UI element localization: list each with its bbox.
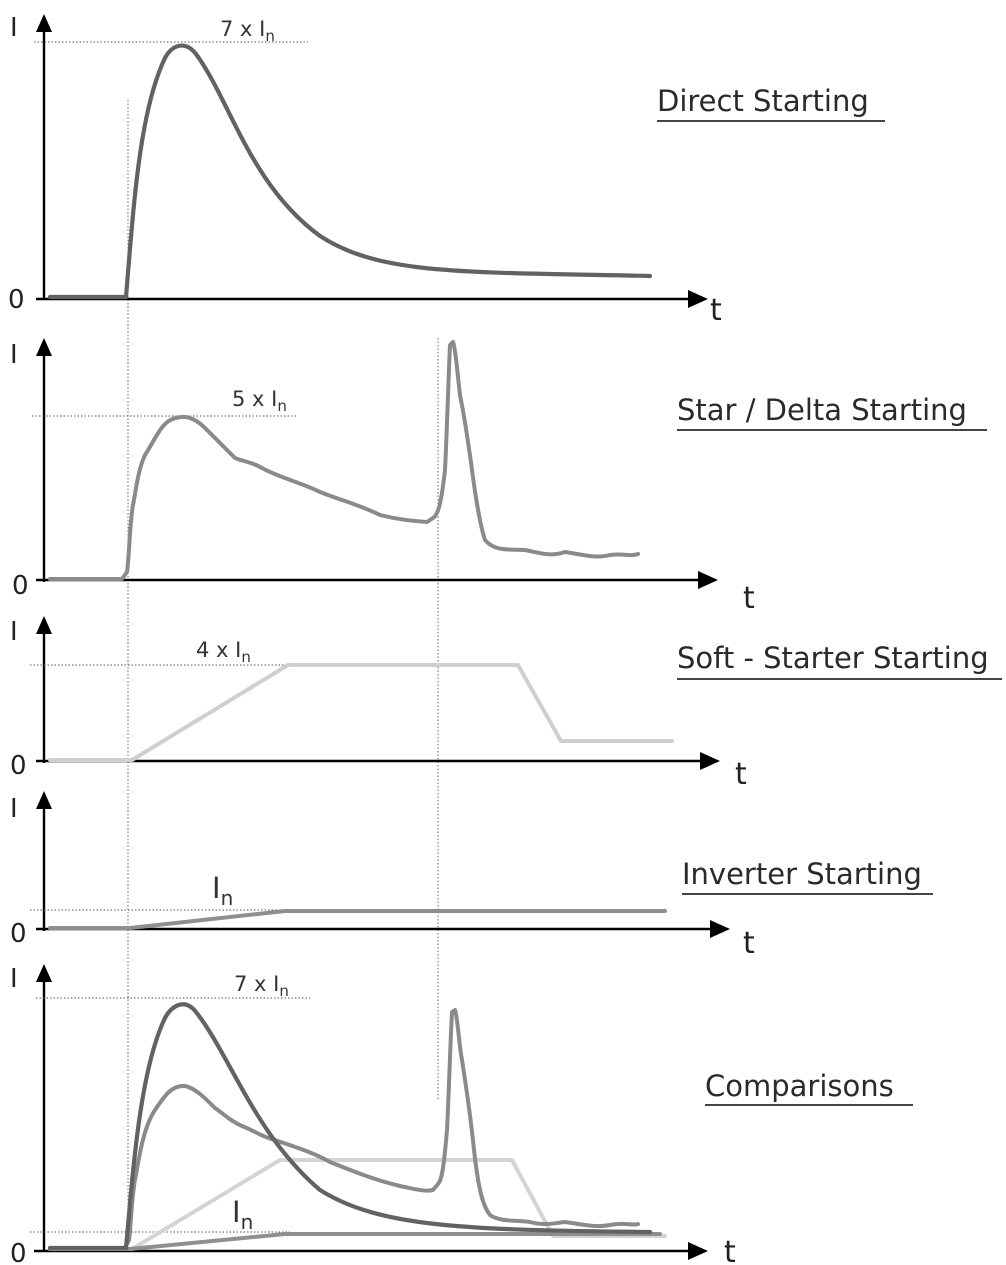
origin-label: 0 xyxy=(10,919,27,949)
y-axis-arrow xyxy=(36,791,52,809)
y-axis-arrow xyxy=(36,964,52,982)
direct-starting-current-curve xyxy=(47,43,653,300)
peak-level-label: 7 x In xyxy=(234,972,289,1000)
x-axis-arrow xyxy=(688,290,708,308)
peak-level-label: 4 x In xyxy=(196,638,251,666)
direct-comparison-curve xyxy=(47,1002,653,1251)
x-axis-arrow xyxy=(698,571,718,589)
panel-title: Comparisons xyxy=(705,1069,894,1103)
panel-inverter-starting: I 0 t In Inverter Starting xyxy=(10,791,933,961)
panel-title: Inverter Starting xyxy=(682,857,922,891)
panel-star-delta-starting: I 0 t 5 x In Star / Delta Starting xyxy=(10,338,987,616)
y-axis-label: I xyxy=(10,617,18,647)
x-axis-arrow xyxy=(700,752,720,770)
peak-level-label: 5 x In xyxy=(232,387,287,415)
panel-title: Direct Starting xyxy=(657,84,869,118)
origin-label: 0 xyxy=(8,285,25,315)
x-axis-label: t xyxy=(743,926,755,961)
x-axis-arrow xyxy=(688,1242,708,1260)
star-delta-current-curve xyxy=(48,340,640,581)
panel-comparisons: I 0 t 7 x In In Comparisons xyxy=(10,964,913,1265)
panel-soft-starter-starting: I 0 t 4 x In Soft - Starter Starting xyxy=(10,616,1002,792)
y-axis-arrow xyxy=(36,338,52,356)
y-axis-label: I xyxy=(10,794,18,824)
peak-level-label: 7 x In xyxy=(220,17,275,45)
panel-title: Soft - Starter Starting xyxy=(677,641,989,675)
x-axis-label: t xyxy=(735,757,747,792)
soft-starter-current-curve xyxy=(48,663,674,762)
x-axis-label: t xyxy=(743,581,755,616)
y-axis-label: I xyxy=(10,13,18,43)
x-axis-label: t xyxy=(710,293,722,328)
nominal-level-label: In xyxy=(212,871,233,910)
panel-direct-starting: I 0 t 7 x In Direct Starting xyxy=(8,13,885,328)
y-axis-label: I xyxy=(10,340,18,370)
y-axis-arrow xyxy=(36,616,52,634)
origin-label: 0 xyxy=(10,751,27,781)
panel-title: Star / Delta Starting xyxy=(677,393,967,427)
nominal-level-label: In xyxy=(232,1195,253,1234)
origin-label: 0 xyxy=(12,571,29,601)
x-axis-arrow xyxy=(710,920,730,938)
x-axis-label: t xyxy=(724,1235,736,1265)
y-axis-label: I xyxy=(10,964,18,994)
y-axis-arrow xyxy=(36,14,52,32)
origin-label: 0 xyxy=(10,1239,27,1265)
star-delta-comparison-curve xyxy=(48,1008,640,1250)
inverter-current-curve xyxy=(48,909,667,930)
